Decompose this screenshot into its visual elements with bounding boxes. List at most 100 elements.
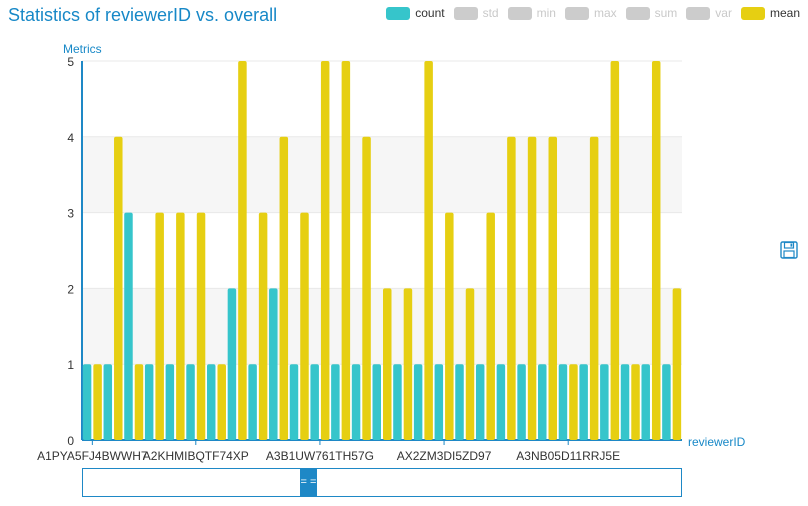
bar-count	[517, 364, 526, 440]
bar-mean	[569, 364, 578, 440]
bar-count	[248, 364, 257, 440]
legend-swatch-count	[386, 6, 411, 20]
bar-mean	[589, 136, 599, 441]
bar-count	[455, 364, 464, 440]
legend-swatch-sum	[625, 6, 650, 20]
bar-mean	[424, 61, 433, 440]
y-tick-label: 0	[67, 434, 74, 448]
legend-item-sum[interactable]: sum	[625, 6, 678, 20]
bar-count	[206, 364, 216, 440]
y-tick-label: 2	[67, 282, 74, 296]
data-zoom-slider[interactable]: = =	[82, 468, 682, 497]
bar-count	[289, 364, 299, 440]
bar-count	[103, 364, 113, 440]
chart-title: Statistics of reviewerID vs. overall	[8, 5, 278, 25]
bar-mean	[155, 212, 164, 440]
legend-label-var: var	[715, 6, 732, 20]
bar-mean	[217, 364, 226, 440]
legend-item-var[interactable]: var	[686, 6, 732, 20]
bar-mean	[507, 136, 516, 441]
legend-swatch-mean	[740, 6, 765, 20]
bar-count	[579, 364, 588, 440]
bar-count	[434, 364, 444, 440]
bar-mean	[93, 364, 102, 440]
legend-label-min: min	[536, 6, 556, 20]
bar-mean	[383, 288, 392, 440]
bar-count	[186, 364, 195, 440]
x-tick-label: A2KHMIBQTF74XP	[143, 449, 249, 463]
legend: count std min max sum var mean	[386, 6, 800, 20]
bar-mean	[651, 61, 661, 440]
legend-swatch-max	[564, 6, 589, 20]
y-tick-label: 4	[67, 131, 74, 145]
bar-mean	[196, 212, 206, 440]
bar-count	[558, 364, 568, 440]
grid-band	[82, 136, 682, 213]
bar-count	[641, 364, 650, 440]
bar-count	[538, 364, 547, 440]
x-tick-label: A1PYA5FJ4BWWH7	[37, 449, 148, 463]
bar-mean	[403, 288, 413, 440]
bar-mean	[672, 288, 682, 440]
x-tick-label: A3B1UW761TH57G	[266, 449, 374, 463]
bar-mean	[176, 212, 185, 440]
bar-count	[124, 212, 133, 440]
bar-count	[372, 364, 381, 440]
bar-count	[331, 364, 340, 440]
legend-item-std[interactable]: std	[453, 6, 499, 20]
bar-mean	[527, 136, 537, 441]
bar-mean	[631, 364, 640, 440]
bar-mean	[279, 136, 289, 441]
y-axis-title: Metrics	[63, 42, 102, 56]
bar-mean	[465, 288, 475, 440]
bar-count	[413, 364, 423, 440]
save-icon	[780, 241, 798, 259]
bar-count	[165, 364, 175, 440]
bar-mean	[238, 61, 247, 440]
legend-swatch-min	[507, 6, 532, 20]
x-tick-label: AX2ZM3DI5ZD97	[397, 449, 492, 463]
bar-mean	[134, 364, 144, 440]
bar-mean	[610, 61, 620, 440]
bar-count	[82, 364, 92, 440]
bar-count	[600, 364, 609, 440]
bar-mean	[258, 212, 268, 440]
bar-count	[310, 364, 319, 440]
grid-band	[82, 61, 682, 137]
legend-label-std: std	[482, 6, 499, 20]
bar-mean	[486, 212, 495, 440]
data-zoom-handle[interactable]: = =	[300, 469, 317, 496]
legend-label-max: max	[593, 6, 617, 20]
legend-swatch-var	[686, 6, 711, 20]
x-axis-title: reviewerID	[688, 435, 746, 449]
bar-mean	[445, 212, 454, 440]
bar-count	[269, 288, 278, 440]
bar-count	[351, 364, 361, 440]
bar-mean	[300, 212, 309, 440]
y-tick-label: 1	[67, 358, 74, 372]
bar-mean	[341, 61, 351, 440]
legend-label-mean: mean	[769, 6, 800, 20]
bar-mean	[362, 136, 371, 441]
bar-count	[620, 364, 630, 440]
y-tick-label: 3	[67, 207, 74, 221]
legend-item-min[interactable]: min	[507, 6, 556, 20]
y-tick-label: 5	[67, 55, 74, 69]
bar-count	[662, 364, 671, 440]
legend-label-count: count	[415, 6, 445, 20]
legend-label-sum: sum	[654, 6, 678, 20]
x-tick-label: A3NB05D11RRJ5E	[516, 449, 620, 463]
bar-mean	[548, 136, 558, 441]
legend-item-max[interactable]: max	[564, 6, 617, 20]
bar-count	[393, 364, 402, 440]
bar-count	[496, 364, 506, 440]
legend-item-mean[interactable]: mean	[740, 6, 800, 20]
bar-count	[144, 364, 154, 440]
legend-swatch-std	[453, 6, 478, 20]
bar-mean	[320, 61, 330, 440]
legend-item-count[interactable]: count	[386, 6, 445, 20]
save-image-button[interactable]	[780, 241, 798, 259]
bar-count	[475, 364, 485, 440]
bar-mean	[114, 136, 123, 441]
